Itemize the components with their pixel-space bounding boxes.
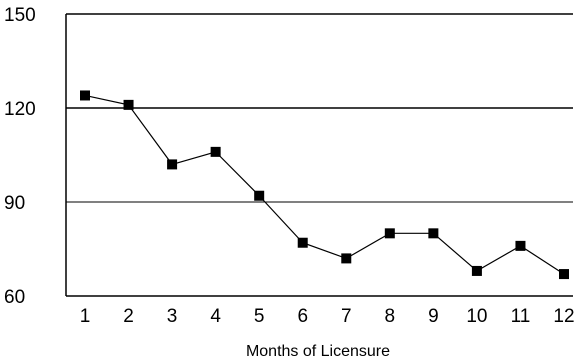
x-tick-label: 1 (80, 306, 91, 327)
x-tick-label: 2 (123, 306, 134, 327)
x-tick-label: 5 (254, 306, 265, 327)
series-line (84, 94, 565, 275)
series-group (80, 90, 569, 280)
data-point (123, 99, 134, 110)
data-point (471, 265, 482, 276)
x-tick-label: 3 (167, 306, 178, 327)
data-point (80, 90, 90, 101)
data-point (384, 228, 395, 239)
y-tick-label: 60 (4, 287, 25, 308)
data-point (210, 146, 221, 157)
axes (65, 13, 573, 297)
data-point (167, 159, 178, 170)
x-axis-label: Months of Licensure (246, 343, 390, 360)
data-point (428, 228, 439, 239)
data-point (515, 240, 526, 251)
x-tick-labels: 1 2 3 4 5 6 7 8 9 10 11 12 (80, 306, 575, 327)
x-tick-label: 12 (553, 306, 574, 327)
data-point (559, 269, 569, 280)
y-tick-label: 120 (4, 99, 36, 120)
y-tick-labels: 60 90 120 150 (4, 5, 36, 308)
y-tick-label: 150 (4, 5, 36, 26)
data-point (341, 253, 352, 264)
x-tick-label: 10 (466, 306, 487, 327)
x-tick-label: 9 (428, 306, 439, 327)
data-point (254, 190, 265, 201)
x-tick-label: 7 (341, 306, 352, 327)
data-point (297, 237, 308, 248)
x-tick-label: 6 (297, 306, 308, 327)
gridlines (66, 107, 573, 203)
y-tick-label: 90 (4, 193, 25, 214)
x-tick-label: 8 (385, 306, 396, 327)
x-tick-label: 11 (511, 306, 531, 327)
x-tick-label: 4 (210, 306, 221, 327)
